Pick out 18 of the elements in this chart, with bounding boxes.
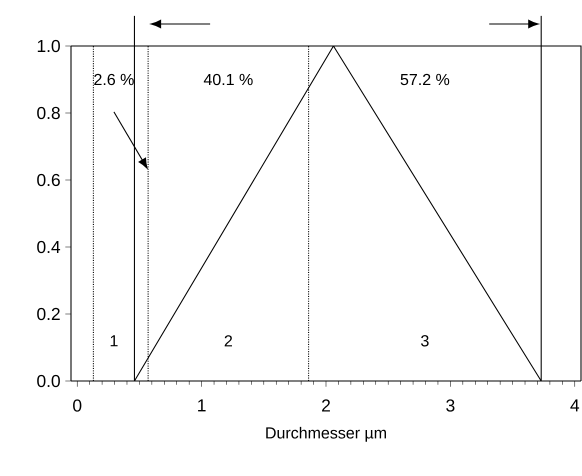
y-tick-label: 1.0	[38, 40, 60, 52]
x-tick-label: 2	[322, 399, 330, 412]
x-axis-title: Durchmesser µm	[266, 426, 386, 442]
y-tick-label: 0.8	[37, 106, 60, 120]
y-tick-label: 0.2	[37, 308, 60, 320]
annotation: 3	[421, 335, 429, 346]
x-tick-label: 4	[570, 399, 580, 412]
y-tick-label: 0.0	[37, 374, 60, 388]
annotation: 2.6 %	[94, 74, 134, 86]
y-tick-label: 0.6	[37, 174, 60, 186]
annotation: 1	[110, 335, 118, 346]
x-tick-label: 3	[446, 399, 454, 412]
y-tick-label: 0.4	[37, 240, 60, 254]
annotation: 40.1 %	[204, 74, 253, 86]
annotation: 57.2 %	[400, 74, 450, 86]
annotation: 2	[224, 335, 232, 346]
x-tick-label: 1	[198, 399, 206, 412]
x-tick-label: 0	[73, 399, 82, 412]
